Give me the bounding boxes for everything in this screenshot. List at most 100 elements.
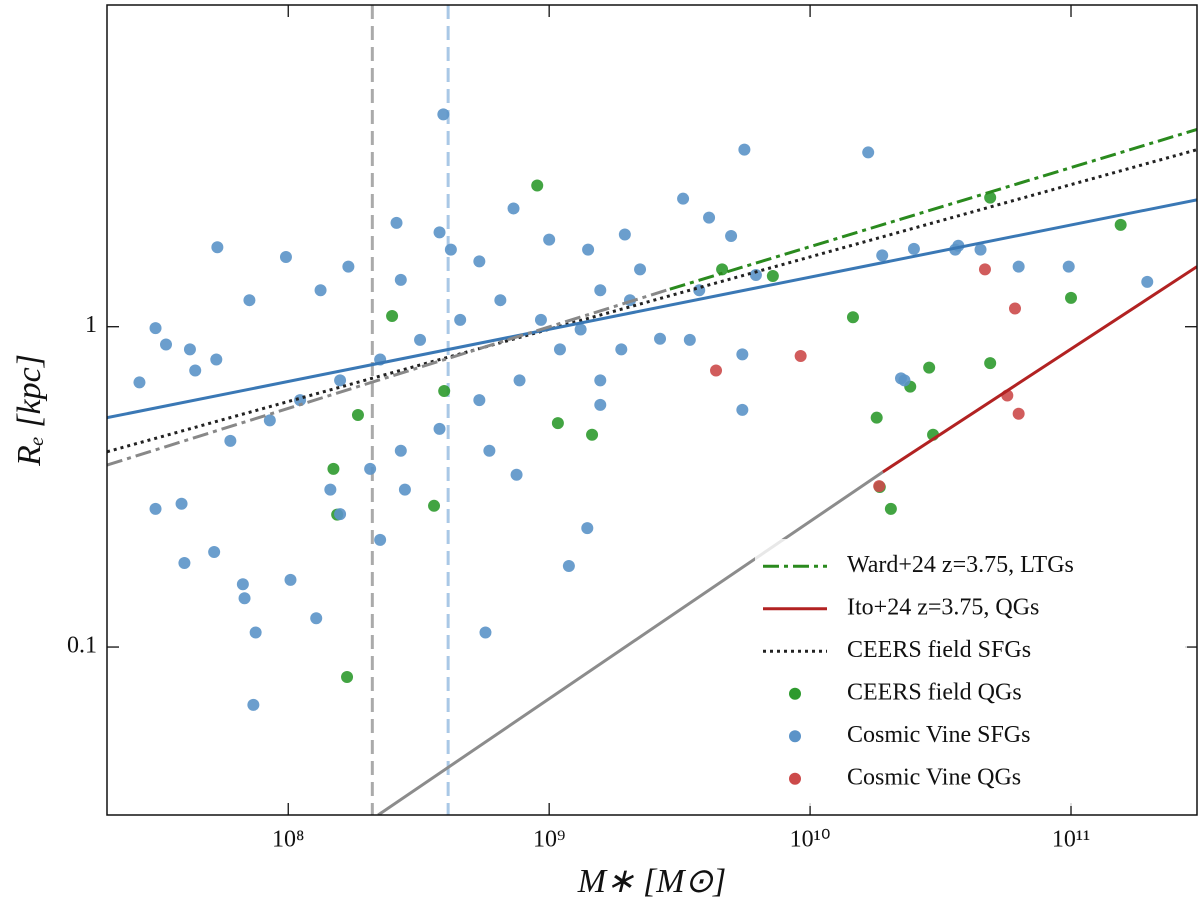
data-point [483, 444, 496, 457]
data-point [594, 284, 607, 297]
data-point [183, 343, 196, 356]
data-point [582, 243, 595, 256]
data-point [1012, 260, 1025, 273]
data-point [394, 444, 407, 457]
data-point [454, 313, 467, 326]
data-point [444, 243, 457, 256]
data-point [738, 143, 751, 156]
data-point [327, 462, 340, 475]
data-point [310, 612, 323, 625]
x-tick-label: 10¹¹ [1052, 827, 1090, 853]
data-point [870, 411, 883, 424]
legend-label: Ward+24 z=3.75, LTGs [847, 552, 1074, 578]
data-point [978, 263, 991, 276]
legend-box [755, 539, 1187, 806]
data-point [263, 414, 276, 427]
data-point [433, 422, 446, 435]
data-point [513, 374, 526, 387]
data-point [534, 313, 547, 326]
data-point [898, 374, 911, 387]
data-point [766, 269, 779, 282]
data-point [974, 243, 987, 256]
y-axis-label: Rₑ [kpc] [11, 354, 48, 467]
data-point [586, 428, 599, 441]
data-point [749, 269, 762, 282]
data-point [615, 343, 628, 356]
legend-marker [789, 687, 801, 700]
x-tick-label: 10¹⁰ [790, 827, 831, 853]
data-point [1065, 291, 1078, 304]
data-point [984, 191, 997, 204]
data-point [390, 216, 403, 229]
data-point [710, 364, 723, 377]
data-point [531, 179, 544, 192]
data-point [907, 242, 920, 255]
data-point [846, 311, 859, 324]
data-point [510, 468, 523, 481]
fit-line [107, 148, 1197, 454]
data-point [736, 348, 749, 361]
data-point [507, 202, 520, 215]
data-point [654, 332, 667, 345]
data-point [581, 522, 594, 535]
x-tick-label: 10⁸ [272, 827, 304, 853]
data-point [884, 502, 897, 515]
data-point [149, 322, 162, 335]
legend-marker [789, 730, 801, 743]
data-point [210, 353, 223, 366]
legend-label: Cosmic Vine QGs [847, 764, 1021, 790]
data-point [341, 671, 354, 684]
legend-marker [789, 772, 801, 785]
data-point [178, 556, 191, 569]
legend-label: CEERS field SFGs [847, 637, 1031, 663]
fit-line [882, 265, 1197, 474]
data-point [334, 374, 347, 387]
data-point [386, 310, 399, 323]
data-point [249, 626, 262, 639]
x-axis-label: M∗ [M⊙] [577, 863, 727, 900]
data-point [189, 364, 202, 377]
fit-line [377, 470, 884, 815]
data-point [398, 483, 411, 496]
data-point [553, 343, 566, 356]
data-point [923, 361, 936, 374]
x-tick-label: 10⁹ [533, 827, 565, 853]
data-point [247, 698, 260, 711]
data-point [279, 251, 292, 264]
data-point [1141, 275, 1154, 288]
data-point [618, 228, 631, 241]
data-point [562, 560, 575, 573]
data-point [862, 146, 875, 159]
data-point [794, 350, 807, 363]
data-point [236, 578, 249, 591]
plot-area [107, 5, 1197, 815]
data-point [374, 533, 387, 546]
data-point [208, 546, 221, 559]
data-point [1012, 407, 1025, 420]
data-point [351, 409, 364, 422]
data-point [160, 338, 173, 351]
data-point [324, 483, 337, 496]
data-point [473, 394, 486, 407]
data-point [414, 333, 427, 346]
data-point [551, 417, 564, 430]
data-point [1062, 260, 1075, 273]
data-point [133, 376, 146, 389]
data-point [1114, 218, 1127, 231]
data-point [594, 398, 607, 411]
data-point [149, 502, 162, 515]
data-point [736, 403, 749, 416]
data-point [284, 573, 297, 586]
fit-line [669, 127, 1197, 291]
fit-line [107, 287, 671, 467]
data-point [364, 462, 377, 475]
y-tick-label: 1 [85, 312, 97, 338]
data-point [394, 273, 407, 286]
data-point [238, 592, 251, 605]
data-point [433, 226, 446, 239]
data-point [211, 241, 224, 254]
legend-label: Ito+24 z=3.75, QGs [847, 594, 1039, 620]
data-point [494, 294, 507, 307]
data-point [175, 497, 188, 510]
